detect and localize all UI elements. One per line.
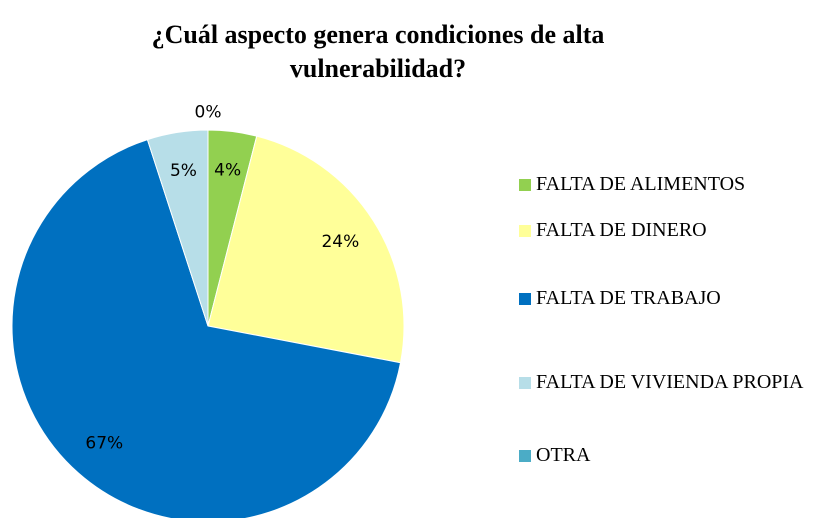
legend-item: FALTA DE VIVIENDA PROPIA [519,370,819,395]
legend-label: FALTA DE DINERO [536,219,707,241]
data-label: 67% [85,434,123,454]
legend-label: FALTA DE VIVIENDA PROPIA [536,371,804,393]
legend-item: FALTA DE TRABAJO [519,286,819,311]
data-label: 0% [195,102,222,122]
legend-label: FALTA DE ALIMENTOS [536,173,746,195]
legend-item: FALTA DE ALIMENTOS [519,172,819,197]
legend-item: OTRA [519,443,819,468]
pie-slice [11,138,402,518]
legend-label: FALTA DE TRABAJO [536,287,721,309]
legend-swatch [519,377,531,389]
legend-swatch [519,225,531,237]
chart-title: ¿Cuál aspecto genera condiciones de alta… [151,20,605,83]
legend-item: FALTA DE DINERO [519,218,819,243]
legend-swatch [519,179,531,191]
pie-slice [146,129,209,327]
legend-swatch [519,293,531,305]
legend-swatch [519,450,531,462]
data-label: 4% [214,160,241,180]
data-label: 24% [321,232,359,252]
data-label: 5% [170,161,197,181]
pie-slice [207,135,405,364]
legend-label: OTRA [536,444,591,466]
